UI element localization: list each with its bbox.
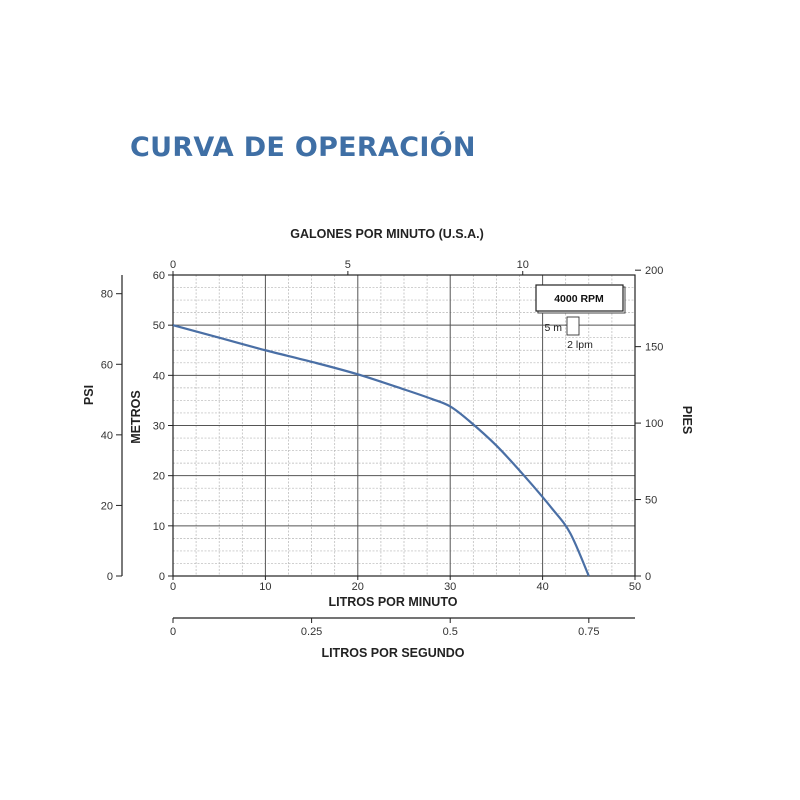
left-axis-title: METROS [129,390,143,443]
lower-axis-title: LITROS POR SEGUNDO [321,646,464,660]
left-tick-label: 60 [153,270,165,282]
legend-rpm-label: 4000 RPM [554,293,604,305]
bottom-tick-label: 30 [444,581,456,593]
left-tick-label: 20 [153,471,165,483]
series-line [172,324,590,577]
grid-major [173,275,635,576]
bottom-tick-label: 50 [629,581,641,593]
right-axis-title: PIES [680,406,694,435]
lower-tick-label: 0.25 [301,626,322,638]
left-tick-label: 40 [153,370,165,382]
right-tick-label: 100 [645,418,663,430]
right-tick-label: 200 [645,265,663,277]
legend-scale-flow-label: 2 lpm [567,339,593,351]
far-left-tick-label: 20 [101,500,113,512]
bottom-tick-label: 10 [259,581,271,593]
legend-box [535,284,624,312]
right-tick-label: 50 [645,495,657,507]
far-left-tick-label: 60 [101,359,113,371]
lower-tick-label: 0.75 [578,626,599,638]
lower-tick-label: 0 [170,626,176,638]
top-tick-label: 0 [170,259,176,271]
legend: 4000 RPM 5 m 2 lpm [535,284,626,351]
far-left-tick-label: 80 [101,289,113,301]
top-axis-title: GALONES POR MINUTO (U.S.A.) [290,227,484,241]
left-tick-label: 10 [153,521,165,533]
left-tick-label: 0 [159,571,165,583]
legend-scale-cell [566,316,580,336]
right-tick-label: 150 [645,342,663,354]
right-tick-label: 0 [645,571,651,583]
left-tick-label: 50 [153,320,165,332]
lower-tick-label: 0.5 [443,626,458,638]
bottom-axis-title: LITROS POR MINUTO [329,595,458,609]
top-tick-label: 10 [517,259,529,271]
far-left-tick-label: 0 [107,571,113,583]
legend-scale-head-label: 5 m [544,322,562,334]
far-left-tick-label: 40 [101,430,113,442]
top-tick-label: 5 [345,259,351,271]
bottom-tick-label: 20 [352,581,364,593]
series [172,324,590,577]
bottom-tick-label: 40 [536,581,548,593]
bottom-tick-label: 0 [170,581,176,593]
left-tick-label: 30 [153,421,165,433]
axis-titles: GALONES POR MINUTO (U.S.A.) LITROS POR M… [82,227,694,660]
far-left-axis-title: PSI [82,385,96,405]
page-title: CURVA DE OPERACIÓN [130,132,476,163]
